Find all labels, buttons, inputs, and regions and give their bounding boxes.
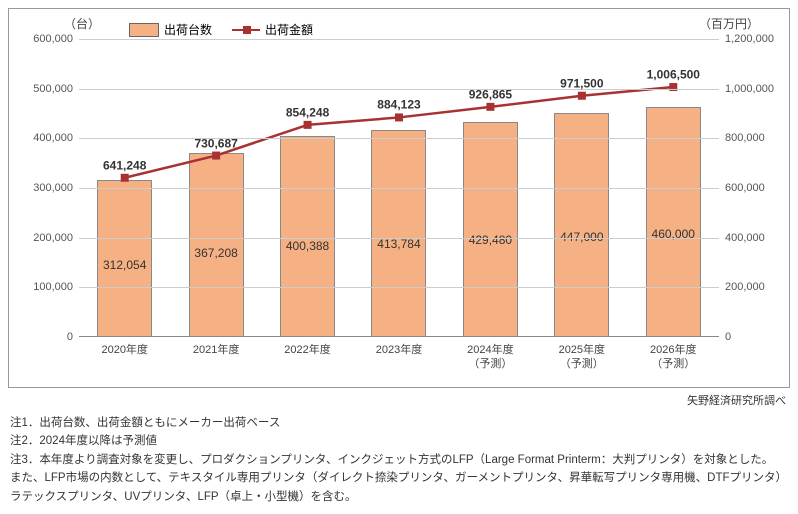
y-tick-left: 600,000 [33,33,79,45]
legend-line-label: 出荷金額 [265,21,313,38]
line-value-label: 1,006,500 [647,67,700,81]
legend-bar-label: 出荷台数 [164,21,212,38]
line-value-label: 971,500 [560,76,603,90]
bar [554,113,609,337]
plot-area: 312,0542020年度367,2082021年度400,3882022年度4… [79,39,719,337]
y-tick-left: 300,000 [33,182,79,194]
y-tick-right: 1,000,000 [719,83,774,95]
line-swatch-icon [232,29,260,31]
right-axis-unit: （百万円） [699,15,759,32]
x-category-label: 2021年度 [193,337,239,357]
note-1: 注1．出荷台数、出荷金額ともにメーカー出荷ベース [10,414,788,432]
bar-value-label: 312,054 [103,258,146,272]
x-category-label: 2023年度 [376,337,422,357]
line-value-label: 641,248 [103,158,146,172]
chart-container: （台） （百万円） 出荷台数 出荷金額 312,0542020年度367,208… [8,8,790,388]
x-category-label: 2024年度（予測） [467,337,513,372]
bar [646,107,701,337]
note-3a: 注3．本年度より調査対象を変更し、プロダクションプリンタ、インクジェット方式のL… [10,451,788,469]
line-value-label: 854,248 [286,105,329,119]
line-value-label: 730,687 [194,136,237,150]
y-tick-left: 500,000 [33,83,79,95]
y-tick-right: 800,000 [719,132,765,144]
y-tick-left: 100,000 [33,281,79,293]
line-value-label: 884,123 [377,98,420,112]
bar-swatch-icon [129,23,159,37]
y-tick-right: 1,200,000 [719,33,774,45]
x-category-label: 2022年度 [284,337,330,357]
line-value-label: 926,865 [469,87,512,101]
grid-line [79,39,719,40]
bar [463,122,518,337]
bar-value-label: 460,000 [652,227,695,241]
y-tick-right: 400,000 [719,232,765,244]
grid-line [79,89,719,90]
notes: 注1．出荷台数、出荷金額ともにメーカー出荷ベース 注2．2024年度以降は予測値… [8,414,790,506]
bar [371,130,426,338]
x-category-label: 2025年度（予測） [559,337,605,372]
left-axis-unit: （台） [64,15,100,32]
y-tick-left: 200,000 [33,232,79,244]
bar-value-label: 429,480 [469,233,512,247]
legend-line: 出荷金額 [232,21,313,38]
source-text: 矢野経済研究所調べ [8,392,786,408]
bar-value-label: 400,388 [286,239,329,253]
y-tick-left: 0 [67,331,79,343]
grid-line [79,188,719,189]
bar-value-label: 413,784 [377,237,420,251]
bar-value-label: 367,208 [194,246,237,260]
x-category-label: 2020年度 [101,337,147,357]
y-tick-right: 0 [719,331,731,343]
y-tick-left: 400,000 [33,132,79,144]
grid-line [79,287,719,288]
legend: 出荷台数 出荷金額 [129,21,313,38]
x-category-label: 2026年度（予測） [650,337,696,372]
grid-line [79,138,719,139]
legend-bar: 出荷台数 [129,21,212,38]
note-3b: また、LFP市場の内数として、テキスタイル専用プリンタ（ダイレクト捺染プリンタ、… [10,469,788,487]
bar [189,153,244,337]
y-tick-right: 200,000 [719,281,765,293]
note-2: 注2．2024年度以降は予測値 [10,432,788,450]
bar [280,136,335,337]
y-tick-right: 600,000 [719,182,765,194]
note-3c: ラテックスプリンタ、UVプリンタ、LFP（卓上・小型機）を含む。 [10,488,788,506]
grid-line [79,238,719,239]
